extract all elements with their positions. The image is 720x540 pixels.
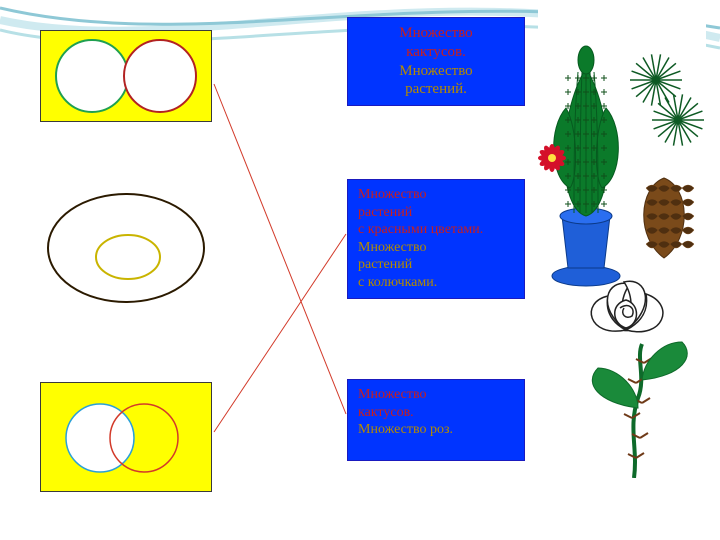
panel-mid-line: Множество [358,239,514,257]
venn-subset [40,185,212,311]
venn-separate [40,30,212,122]
panel-bot-line: Множество [358,386,514,404]
panel-mid: Множестворастенийс красными цветами.Множ… [348,180,524,298]
panel-top-line: Множество [358,24,514,43]
panel-mid-line: растений [358,204,514,222]
panel-top-line: Множество [358,62,514,81]
panel-bot: Множествокактусов.Множество роз. [348,380,524,460]
panel-top-line: кактусов. [358,43,514,62]
panel-mid-line: с красными цветами. [358,221,514,239]
panel-mid-line: с колючками. [358,274,514,292]
panel-mid-line: Множество [358,186,514,204]
panel-mid-line: растений [358,256,514,274]
panel-bot-line: Множество роз. [358,421,514,439]
panel-top: Множествокактусов.Множестворастений. [348,18,524,105]
panel-bot-line: кактусов. [358,404,514,422]
plant-illustration [538,8,706,478]
panel-top-line: растений. [358,80,514,99]
venn-intersect [40,382,212,492]
